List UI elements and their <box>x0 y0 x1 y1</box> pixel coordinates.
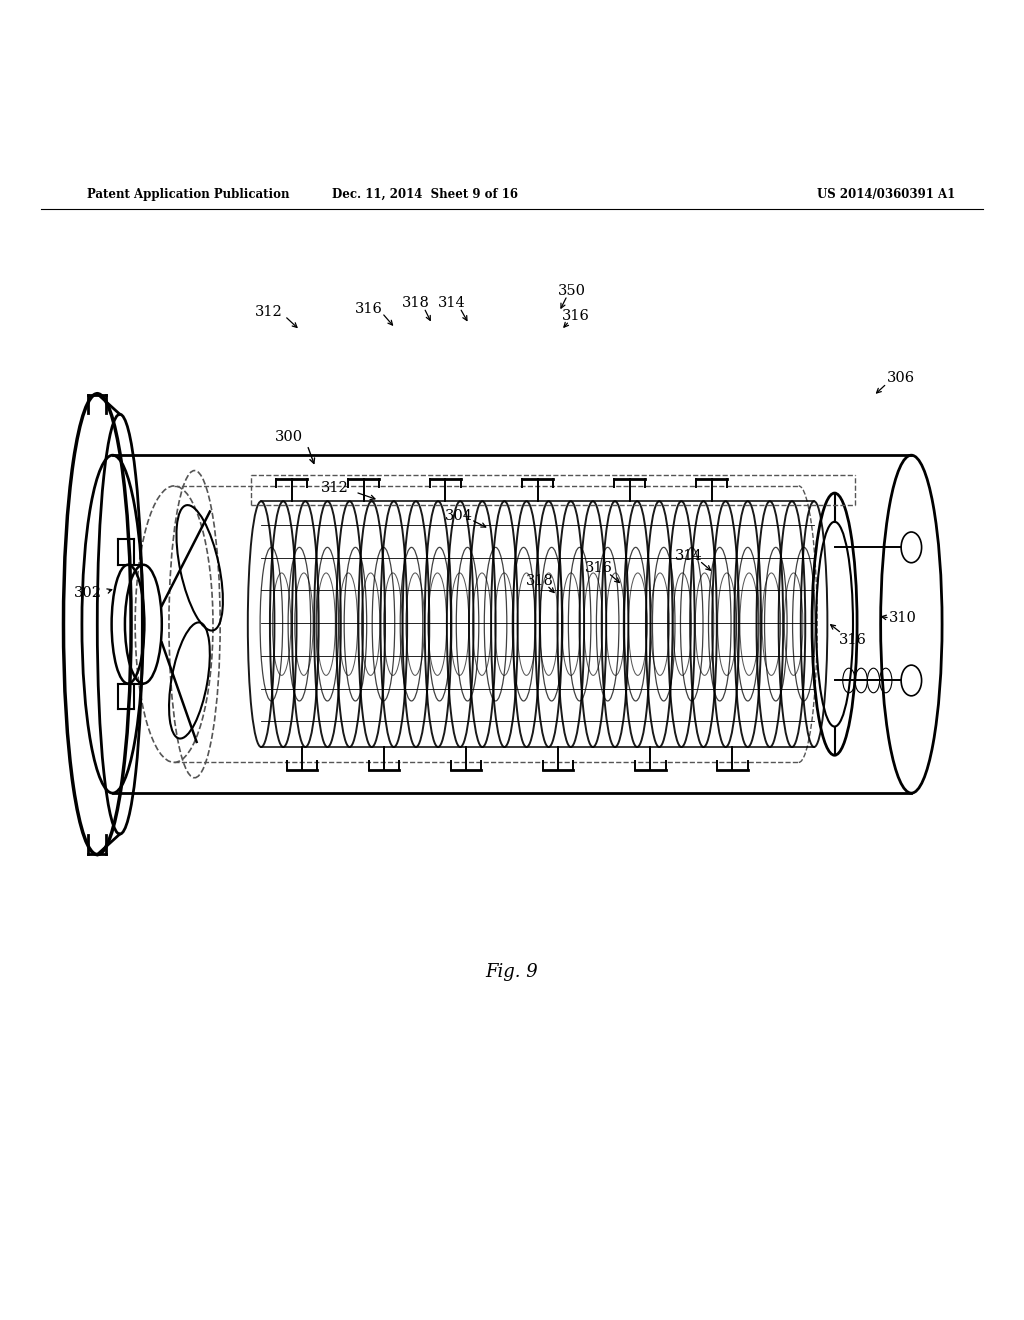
Text: Dec. 11, 2014  Sheet 9 of 16: Dec. 11, 2014 Sheet 9 of 16 <box>332 187 518 201</box>
Text: 310: 310 <box>889 611 918 624</box>
Text: US 2014/0360391 A1: US 2014/0360391 A1 <box>816 187 955 201</box>
Text: 318: 318 <box>401 296 430 310</box>
Text: 312: 312 <box>254 305 283 319</box>
Text: 312: 312 <box>321 480 349 495</box>
Text: 318: 318 <box>525 574 554 589</box>
Text: 304: 304 <box>444 508 473 523</box>
Ellipse shape <box>901 665 922 696</box>
Text: 316: 316 <box>839 632 867 647</box>
Text: 316: 316 <box>561 309 590 323</box>
Text: 314: 314 <box>675 549 703 562</box>
Text: 350: 350 <box>557 284 586 298</box>
Text: Fig. 9: Fig. 9 <box>485 964 539 981</box>
Text: 316: 316 <box>354 302 383 315</box>
Text: 302: 302 <box>74 586 102 601</box>
Ellipse shape <box>901 532 922 562</box>
Text: 306: 306 <box>887 371 915 385</box>
Text: Patent Application Publication: Patent Application Publication <box>87 187 290 201</box>
Text: 300: 300 <box>274 430 303 444</box>
Text: 316: 316 <box>585 561 613 574</box>
Text: 314: 314 <box>437 296 466 310</box>
